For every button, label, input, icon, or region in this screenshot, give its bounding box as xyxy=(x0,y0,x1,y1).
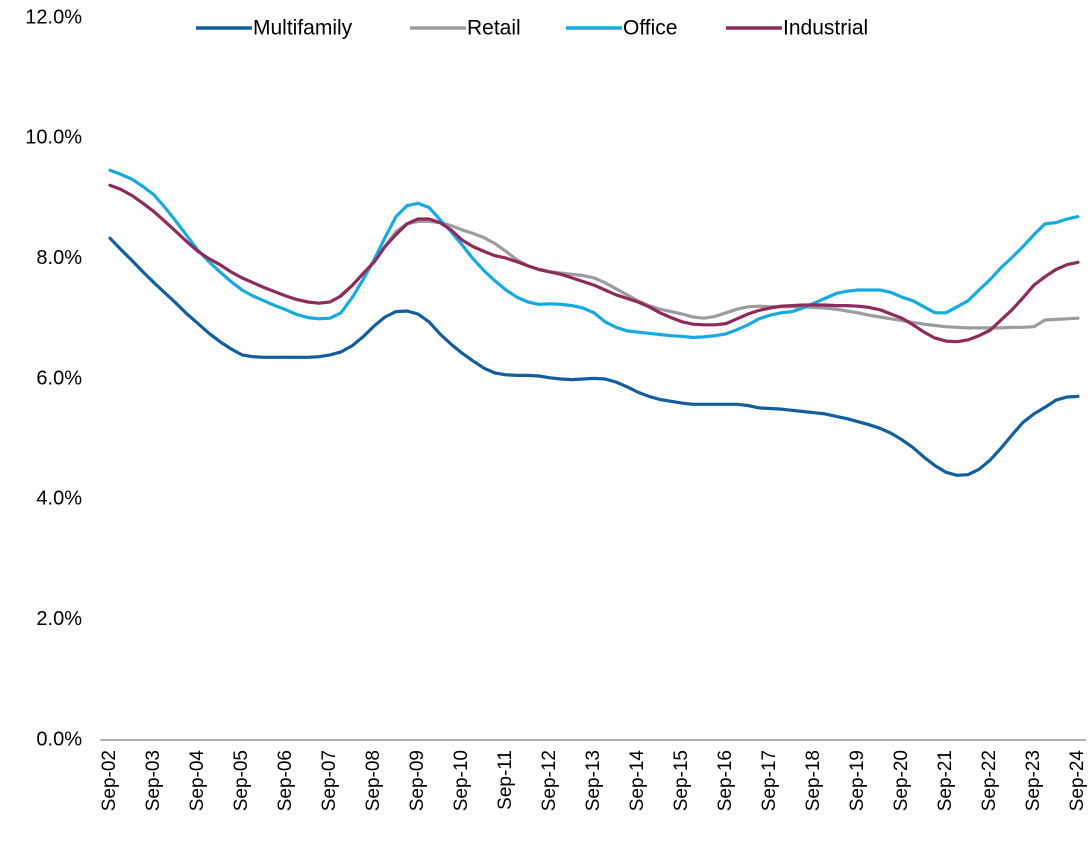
x-tick-label: Sep-09 xyxy=(407,750,428,811)
x-tick-label: Sep-10 xyxy=(451,750,472,811)
x-tick-label: Sep-12 xyxy=(539,750,560,811)
x-tick-label: Sep-07 xyxy=(319,750,340,811)
x-tick-label: Sep-11 xyxy=(495,750,516,810)
x-tick-label: Sep-19 xyxy=(847,750,868,811)
x-tick-label: Sep-20 xyxy=(891,750,912,811)
x-tick-label: Sep-08 xyxy=(363,750,384,811)
x-tick-label: Sep-21 xyxy=(935,750,956,811)
x-tick-label: Sep-15 xyxy=(671,750,692,811)
x-tick-label: Sep-24 xyxy=(1067,750,1088,812)
x-tick-label: Sep-02 xyxy=(99,750,120,811)
x-tick-label: Sep-05 xyxy=(231,750,252,811)
legend-label: Multifamily xyxy=(253,17,353,40)
series-line xyxy=(339,219,1080,330)
x-tick-label: Sep-18 xyxy=(803,750,824,811)
x-tick-label: Sep-23 xyxy=(1023,750,1044,811)
series-line xyxy=(108,236,1080,477)
y-tick-label: 0.0% xyxy=(36,728,82,750)
y-tick-label: 12.0% xyxy=(25,6,82,28)
x-tick-label: Sep-03 xyxy=(143,750,164,811)
series-line xyxy=(108,168,1080,340)
legend-label: Retail xyxy=(467,17,521,40)
y-tick-label: 4.0% xyxy=(36,488,82,510)
series-line xyxy=(108,183,1080,344)
x-tick-label: Sep-04 xyxy=(187,750,208,812)
x-tick-label: Sep-16 xyxy=(715,750,736,811)
y-tick-label: 10.0% xyxy=(25,127,82,149)
y-tick-label: 8.0% xyxy=(36,247,82,269)
y-tick-label: 2.0% xyxy=(36,608,82,630)
x-tick-label: Sep-17 xyxy=(759,750,780,811)
legend-label: Industrial xyxy=(783,17,868,40)
x-tick-label: Sep-13 xyxy=(583,750,604,811)
x-tick-label: Sep-14 xyxy=(627,750,648,812)
legend-label: Office xyxy=(623,17,677,40)
x-tick-label: Sep-22 xyxy=(979,750,1000,811)
y-tick-label: 6.0% xyxy=(36,367,82,389)
x-tick-label: Sep-06 xyxy=(275,750,296,811)
